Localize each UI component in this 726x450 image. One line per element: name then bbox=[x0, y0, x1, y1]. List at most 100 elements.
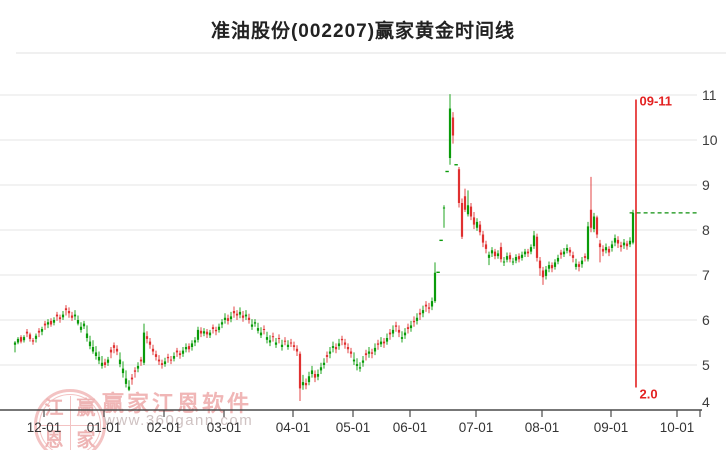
candle-body bbox=[607, 248, 611, 253]
candle-body bbox=[361, 360, 365, 363]
candle-body bbox=[517, 256, 521, 260]
x-tick-label: 08-01 bbox=[525, 420, 560, 435]
candle-body bbox=[412, 320, 416, 323]
candle-body bbox=[301, 382, 305, 386]
candle-body bbox=[289, 342, 293, 344]
candle-body bbox=[283, 340, 287, 342]
candle-body bbox=[481, 234, 485, 243]
candle-body bbox=[334, 347, 338, 350]
candle-body bbox=[106, 359, 110, 363]
candle-body bbox=[187, 346, 191, 350]
candle-body bbox=[109, 349, 113, 353]
candle-body bbox=[148, 341, 152, 345]
candle-body bbox=[448, 108, 452, 158]
candle-body bbox=[397, 329, 401, 333]
candle-body bbox=[223, 317, 227, 320]
candle-body bbox=[550, 265, 554, 269]
candle-body bbox=[376, 343, 380, 345]
y-tick-label: 7 bbox=[702, 267, 710, 283]
candle-body bbox=[367, 351, 371, 354]
candle-body bbox=[169, 359, 173, 361]
candle-body bbox=[70, 315, 74, 318]
candle-body bbox=[598, 243, 602, 248]
candle-body bbox=[493, 251, 497, 257]
candle-body bbox=[292, 345, 296, 347]
candle-body bbox=[250, 324, 254, 327]
x-tick-label: 06-01 bbox=[393, 420, 428, 435]
x-tick-label: 10-01 bbox=[660, 420, 695, 435]
candle-body bbox=[274, 342, 278, 345]
candle-body bbox=[571, 255, 575, 258]
candle-body bbox=[553, 262, 557, 267]
candle-body bbox=[319, 367, 323, 371]
candle-body bbox=[313, 374, 317, 378]
candle-body bbox=[145, 336, 149, 339]
candle-body bbox=[511, 261, 515, 263]
candle-body bbox=[340, 338, 344, 341]
x-tick-label: 04-01 bbox=[276, 420, 311, 435]
candle-dash bbox=[439, 239, 443, 242]
candle-body bbox=[520, 254, 524, 258]
candle-body bbox=[181, 350, 185, 354]
candle-body bbox=[592, 216, 596, 230]
candle-body bbox=[583, 256, 587, 258]
candle-body bbox=[514, 257, 518, 261]
candle-body bbox=[559, 252, 563, 255]
x-tick-label: 03-01 bbox=[207, 420, 242, 435]
candle-body bbox=[304, 383, 308, 386]
candle-body bbox=[532, 235, 536, 247]
candle-body bbox=[253, 322, 257, 324]
candle-body bbox=[451, 117, 455, 136]
y-tick-label: 11 bbox=[702, 87, 717, 103]
candle-body bbox=[262, 329, 266, 330]
candle-body bbox=[67, 311, 71, 314]
candle-body bbox=[631, 212, 635, 243]
candle-body bbox=[421, 310, 425, 314]
candle-body bbox=[541, 270, 545, 278]
candle-body bbox=[280, 344, 284, 347]
candle-body bbox=[136, 365, 140, 369]
candle-body bbox=[139, 359, 143, 362]
y-tick-label: 6 bbox=[702, 312, 710, 328]
candle-body bbox=[430, 301, 434, 307]
candle-body bbox=[103, 362, 107, 365]
candle-body bbox=[295, 348, 299, 352]
candle-dash bbox=[454, 164, 458, 166]
candle-body bbox=[40, 329, 44, 332]
candle-body bbox=[406, 327, 410, 329]
candle-body bbox=[496, 253, 500, 257]
candle-body bbox=[265, 337, 269, 340]
candle-body bbox=[346, 347, 350, 350]
candle-body bbox=[544, 269, 548, 276]
candle-body bbox=[523, 251, 527, 255]
candle-body bbox=[466, 205, 470, 215]
candle-body bbox=[460, 203, 464, 237]
candle-body bbox=[34, 335, 38, 339]
candle-body bbox=[94, 352, 98, 356]
candle-body bbox=[625, 243, 629, 247]
candle-body bbox=[358, 367, 362, 369]
candle-body bbox=[100, 362, 104, 366]
vline-date-label: 09-11 bbox=[639, 94, 672, 109]
candle-body bbox=[502, 261, 506, 263]
candle-body bbox=[241, 315, 245, 318]
candle-body bbox=[232, 311, 236, 314]
candle-body bbox=[37, 330, 41, 333]
candle-body bbox=[268, 340, 272, 343]
candle-body bbox=[586, 226, 590, 260]
candle-body bbox=[535, 236, 539, 258]
y-tick-label: 4 bbox=[702, 394, 710, 410]
candle-body bbox=[286, 344, 290, 347]
candle-body bbox=[373, 347, 377, 352]
candle-body bbox=[328, 351, 332, 354]
candle-body bbox=[55, 314, 59, 317]
candle-body bbox=[226, 318, 230, 321]
candle-body bbox=[349, 351, 353, 354]
candle-body bbox=[394, 325, 398, 327]
candle-body bbox=[85, 333, 89, 338]
vline-value-label: 2.0 bbox=[639, 387, 657, 402]
candle-body bbox=[547, 265, 551, 269]
candle-body bbox=[124, 378, 128, 384]
candle-body bbox=[76, 320, 80, 324]
candle-body bbox=[271, 336, 275, 338]
